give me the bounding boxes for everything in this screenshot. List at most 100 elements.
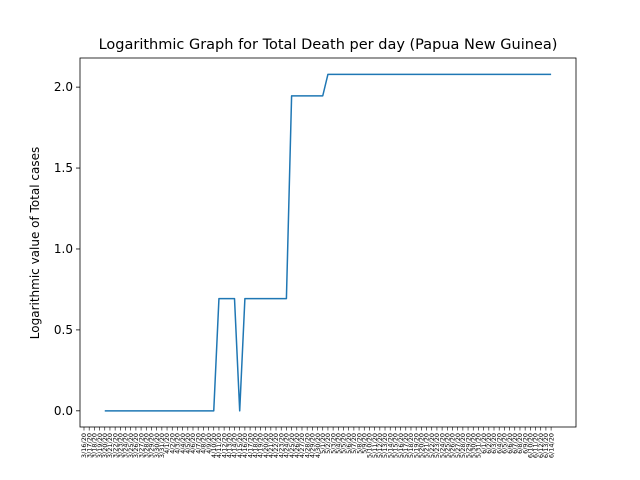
x-tick-label: 5/27/20	[454, 433, 462, 458]
x-tick-label: 4/27/20	[298, 433, 306, 458]
x-tick-label: 4/23/20	[277, 433, 285, 458]
x-tick-label: 5/7/20	[350, 433, 358, 454]
x-tick-label: 5/24/20	[438, 433, 446, 458]
x-tick-label: 4/24/20	[283, 433, 291, 458]
x-tick-label: 4/19/20	[257, 433, 265, 458]
x-tick-label: 3/24/20	[122, 433, 130, 458]
y-tick-label: 0.0	[54, 404, 73, 418]
x-tick-label: 4/1/20	[163, 433, 171, 454]
x-tick-label: 4/3/20	[174, 433, 182, 454]
x-tick-label: 4/2/20	[168, 433, 176, 454]
x-tick-label: 5/23/20	[433, 433, 441, 458]
x-tick-label: 5/22/20	[428, 433, 436, 458]
x-tick-label: 6/10/20	[527, 433, 535, 458]
x-tick-label: 3/25/20	[127, 433, 135, 458]
x-tick-label: 5/15/20	[392, 433, 400, 458]
y-tick-label: 1.0	[54, 242, 73, 256]
x-tick-label: 6/1/20	[480, 433, 488, 454]
x-tick-label: 6/4/20	[495, 433, 503, 454]
chart-title: Logarithmic Graph for Total Death per da…	[99, 37, 558, 53]
x-tick-label: 4/22/20	[272, 433, 280, 458]
x-tick-label: 5/11/20	[371, 433, 379, 458]
x-tick-label: 4/14/20	[231, 433, 239, 458]
x-tick-label: 4/8/20	[200, 433, 208, 454]
plot-area: 0.0 0.5 1.0 1.5 2.0 3/16/203/17/203/18/203/19…	[54, 73, 555, 458]
x-tick-label: 4/4/20	[179, 433, 187, 454]
x-tick-label: 5/10/20	[366, 433, 374, 458]
x-tick-label: 4/15/20	[236, 433, 244, 458]
x-tick-label: 5/18/20	[407, 433, 415, 458]
x-tick-label: 3/19/20	[96, 433, 104, 458]
x-tick-label: 3/31/20	[158, 433, 166, 458]
x-tick-label: 4/29/20	[309, 433, 317, 458]
x-tick-label: 5/16/20	[397, 433, 405, 458]
x-tick-label: 3/23/20	[117, 433, 125, 458]
x-tick-label: 3/18/20	[91, 433, 99, 458]
x-tick-label: 6/3/20	[490, 433, 498, 454]
x-tick-label: 4/10/20	[210, 433, 218, 458]
x-tick-label: 6/14/20	[547, 433, 555, 458]
x-tick-label: 6/12/20	[537, 433, 545, 458]
axes-frame	[79, 57, 577, 428]
x-tick-label: 5/9/20	[360, 433, 368, 454]
x-tick-label: 6/13/20	[542, 433, 550, 458]
x-tick-label: 3/26/20	[132, 433, 140, 458]
x-tick-label: 6/8/20	[516, 433, 524, 454]
x-tick-label: 3/22/20	[111, 433, 119, 458]
x-tick-label: 5/21/20	[423, 433, 431, 458]
x-tick-label: 4/9/20	[205, 433, 213, 454]
x-tick-label: 5/1/20	[319, 433, 327, 454]
x-tick-label: 5/13/20	[381, 433, 389, 458]
x-tick-label: 4/21/20	[267, 433, 275, 458]
x-tick-label: 3/30/20	[153, 433, 161, 458]
x-tick-label: 4/20/20	[262, 433, 270, 458]
x-tick-label: 5/31/20	[475, 433, 483, 458]
x-tick-label: 4/6/20	[189, 433, 197, 454]
x-tick-label: 6/9/20	[521, 433, 529, 454]
x-tick-label: 5/17/20	[402, 433, 410, 458]
x-tick-label: 6/7/20	[511, 433, 519, 454]
x-tick-label: 4/16/20	[241, 433, 249, 458]
x-tick-label: 5/8/20	[355, 433, 363, 454]
x-tick-label: 4/26/20	[293, 433, 301, 458]
x-tick-label: 5/30/20	[469, 433, 477, 458]
x-tick-label: 5/6/20	[345, 433, 353, 454]
x-tick-label: 5/14/20	[386, 433, 394, 458]
x-tick-label: 4/12/20	[220, 433, 228, 458]
x-tick-label: 4/13/20	[226, 433, 234, 458]
x-tick-label: 3/29/20	[148, 433, 156, 458]
x-tick-label: 3/17/20	[85, 433, 93, 458]
x-tick-label: 5/4/20	[335, 433, 343, 454]
x-tick-label: 3/27/20	[137, 433, 145, 458]
x-tick-label: 5/29/20	[464, 433, 472, 458]
x-tick-label: 3/28/20	[142, 433, 150, 458]
x-tick-label: 6/11/20	[532, 433, 540, 458]
x-tick-label: 3/21/20	[106, 433, 114, 458]
y-tick-label: 1.5	[54, 161, 73, 175]
x-tick-label: 5/28/20	[459, 433, 467, 458]
x-tick-label: 5/5/20	[340, 433, 348, 454]
x-tick-label: 4/28/20	[303, 433, 311, 458]
x-tick-label: 4/18/20	[251, 433, 259, 458]
x-tick-label: 5/20/20	[418, 433, 426, 458]
x-tick-label: 5/26/20	[449, 433, 457, 458]
x-tick-label: 4/7/20	[194, 433, 202, 454]
x-tick-label: 4/17/20	[246, 433, 254, 458]
x-tick-label: 4/25/20	[288, 433, 296, 458]
y-tick-label: 2.0	[54, 80, 73, 94]
y-axis-label: Logarithmic value of Total cases	[28, 147, 42, 339]
x-tick-label: 4/30/20	[314, 433, 322, 458]
x-tick-label: 5/25/20	[444, 433, 452, 458]
x-tick-label: 6/5/20	[501, 433, 509, 454]
x-tick-label: 5/12/20	[376, 433, 384, 458]
x-tick-label: 3/16/20	[80, 433, 88, 458]
x-tick-label: 5/19/20	[412, 433, 420, 458]
x-tick-label: 6/6/20	[506, 433, 514, 454]
series-line-0	[104, 73, 552, 412]
x-tick-label: 5/2/20	[324, 433, 332, 454]
x-tick-label: 6/2/20	[485, 433, 493, 454]
y-tick-label: 0.5	[54, 323, 73, 337]
x-tick-label: 5/3/20	[329, 433, 337, 454]
x-tick-label: 4/5/20	[184, 433, 192, 454]
